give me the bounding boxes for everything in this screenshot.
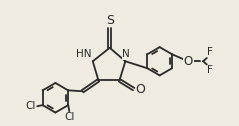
Text: Cl: Cl xyxy=(26,101,36,111)
Text: O: O xyxy=(135,83,145,96)
Text: F: F xyxy=(207,65,213,75)
Text: N: N xyxy=(122,49,130,59)
Text: O: O xyxy=(184,55,193,68)
Text: F: F xyxy=(207,47,213,57)
Text: S: S xyxy=(106,14,114,27)
Text: Cl: Cl xyxy=(64,112,75,122)
Text: HN: HN xyxy=(76,49,91,59)
